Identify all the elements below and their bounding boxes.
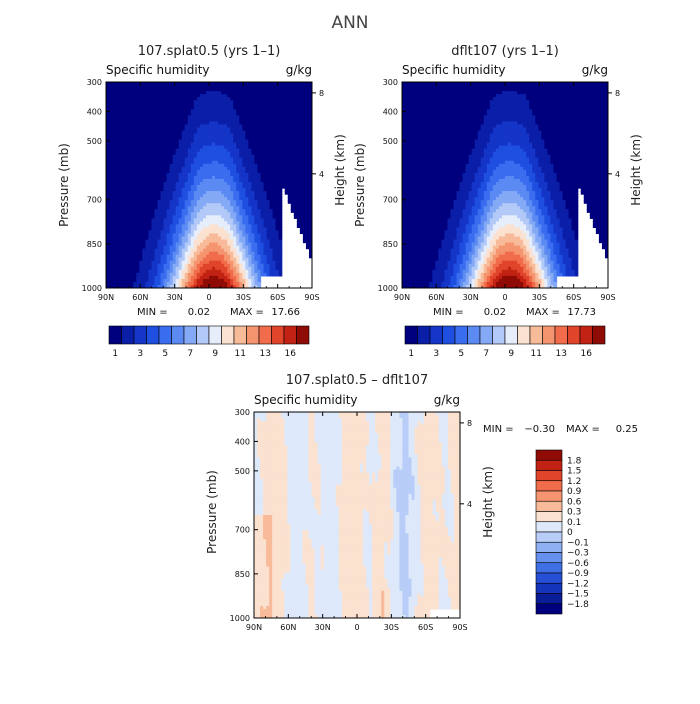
panel-2: dflt107 (yrs 1–1) Specific humidity g/kg… (353, 44, 643, 359)
colorbar-swatch (234, 326, 247, 344)
x-tick-label: 60S (270, 293, 285, 302)
panel-2-subtitle-left: Specific humidity (402, 63, 506, 77)
panel-1-min-label: MIN = (137, 307, 168, 318)
colorbar-swatch (209, 326, 222, 344)
colorbar-tick-label: 1 (112, 349, 118, 359)
panel-1-title: 107.splat0.5 (yrs 1–1) (138, 44, 281, 59)
colorbar-swatch (284, 326, 297, 344)
x-tick-label: 60N (132, 293, 148, 302)
panel-2-title: dflt107 (yrs 1–1) (451, 44, 559, 59)
panel-1-field (106, 82, 313, 289)
y-tick-label: 1000 (82, 284, 102, 293)
colorbar-swatch (222, 326, 235, 344)
panel-1: 107.splat0.5 (yrs 1–1) Specific humidity… (57, 44, 347, 359)
colorbar-tick-label: 11 (235, 349, 246, 359)
x-tick-label: 90S (304, 293, 319, 302)
panel-1-subtitle-right: g/kg (286, 63, 312, 77)
panel-1-min-value: 0.02 (188, 307, 210, 318)
y-tick-label: 850 (87, 240, 102, 249)
colorbar-swatch (197, 326, 210, 344)
colorbar-swatch (122, 326, 135, 344)
colorbar-swatch (184, 326, 197, 344)
colorbar-swatch (247, 326, 260, 344)
panel-1-max-label: MAX = (230, 307, 264, 318)
y-tick-label: 700 (87, 196, 102, 205)
colorbar-tick-label: 9 (212, 349, 218, 359)
panel-2-subtitle-right: g/kg (582, 63, 608, 77)
colorbar-tick-label: 3 (137, 349, 143, 359)
colorbar-swatch (159, 326, 172, 344)
colorbar-swatch (172, 326, 185, 344)
colorbar-swatch (272, 326, 285, 344)
y-right-tick-label: 4 (319, 170, 324, 179)
y-tick-label: 500 (87, 137, 102, 146)
panel-1-ylabel: Pressure (mb) (57, 143, 71, 227)
field-cell (279, 273, 283, 277)
colorbar-tick-label: 16 (285, 349, 297, 359)
colorbar-tick-label: 7 (187, 349, 193, 359)
x-tick-label: 30S (236, 293, 251, 302)
colorbar-swatch (259, 326, 272, 344)
x-tick-label: 0 (206, 293, 211, 302)
panel-1-ylabel-right: Height (km) (333, 134, 347, 205)
panel-1-max-value: 17.66 (271, 307, 300, 318)
colorbar-swatch (134, 326, 147, 344)
y-right-tick-label: 8 (319, 89, 324, 98)
x-tick-label: 90N (98, 293, 114, 302)
panel-2-field (402, 82, 609, 289)
colorbar-swatch (297, 326, 310, 344)
colorbar-tick-label: 5 (162, 349, 168, 359)
y-tick-label: 400 (87, 107, 102, 116)
panel-1-subtitle-left: Specific humidity (106, 63, 210, 77)
x-tick-label: 30N (167, 293, 183, 302)
colorbar-tick-label: 13 (260, 349, 271, 359)
page-title: ANN (331, 13, 368, 33)
colorbar-swatch (109, 326, 122, 344)
colorbar-swatch (147, 326, 160, 344)
y-tick-label: 300 (87, 78, 102, 87)
